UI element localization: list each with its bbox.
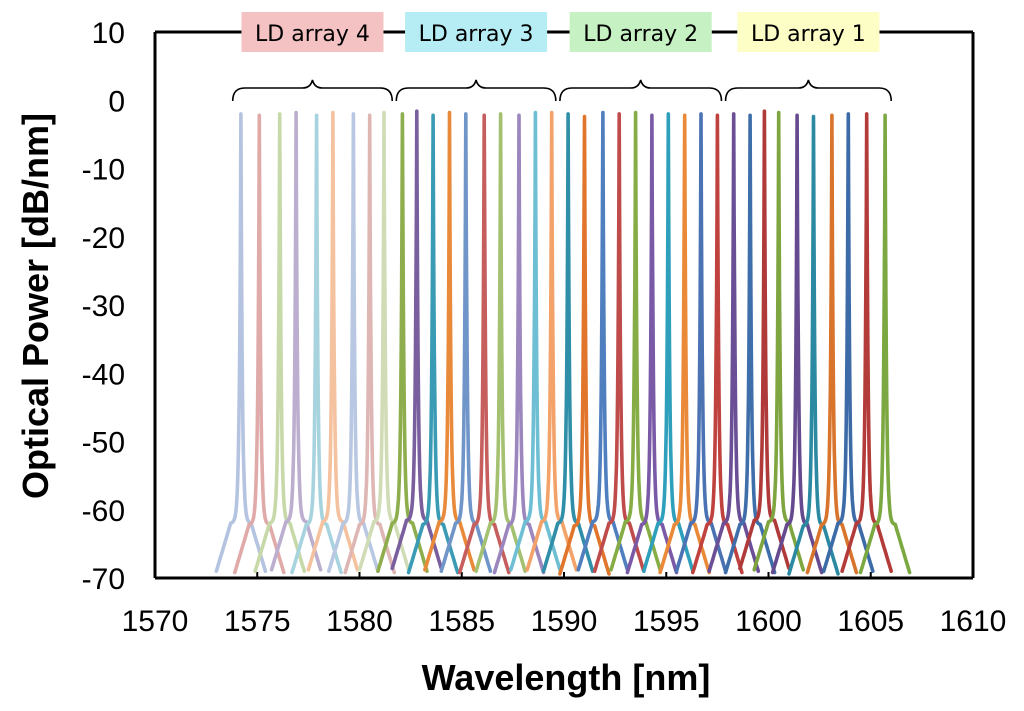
series-line — [423, 110, 476, 572]
series-line — [770, 113, 824, 575]
series-line — [439, 112, 493, 574]
x-tick-label: 1600 — [735, 605, 802, 638]
series-line — [752, 110, 806, 572]
y-tick-label: -50 — [82, 427, 125, 460]
x-axis-ticks: 1570 1575 1580 1585 1590 1595 1600 1605 1610 — [122, 572, 1007, 638]
series-line — [840, 112, 894, 574]
series-line — [858, 113, 912, 575]
group-brace — [231, 79, 394, 102]
series-line — [233, 113, 286, 575]
series-line — [290, 113, 343, 575]
y-tick-label: -10 — [82, 154, 125, 187]
x-tick-label: 1575 — [224, 605, 291, 638]
group-label: LD array 4 — [255, 22, 370, 47]
series-line — [723, 113, 777, 575]
series-line — [821, 112, 875, 574]
x-tick-label: 1605 — [837, 605, 904, 638]
series-line — [306, 110, 360, 572]
series-line — [214, 112, 268, 574]
y-tick-label: -60 — [82, 495, 125, 528]
x-tick-label: 1595 — [633, 605, 700, 638]
series-line — [269, 110, 323, 572]
series-line — [326, 112, 380, 574]
group-label-box — [241, 12, 384, 52]
group-brace — [724, 79, 892, 102]
series-line — [707, 112, 761, 574]
group-label: LD array 2 — [583, 22, 698, 47]
group-label-box — [569, 12, 712, 52]
laser-spectra — [214, 109, 912, 576]
group-brace — [395, 79, 557, 102]
y-tick-label: -40 — [82, 358, 125, 391]
group-label: LD array 1 — [751, 22, 866, 47]
series-line — [457, 113, 511, 575]
x-tick-label: 1580 — [326, 605, 393, 638]
group-brace — [559, 79, 723, 102]
ld-array-groups: LD array 4 LD array 3 LD array 2 LD array 1 — [231, 12, 892, 102]
y-tick-label: -20 — [82, 222, 125, 255]
x-tick-label: 1590 — [531, 605, 598, 638]
y-axis-ticks: 10 0 -10 -20 -30 -40 -50 -60 -70 — [82, 17, 125, 596]
x-axis-title: Wavelength [nm] — [422, 657, 711, 698]
x-tick-label: 1610 — [940, 605, 1007, 638]
group-label-box — [405, 12, 548, 52]
y-tick-label: 0 — [108, 85, 125, 118]
plot-frame-group — [153, 30, 975, 580]
y-axis-title: Optical Power [dB/nm] — [15, 113, 56, 499]
x-tick-label: 1570 — [122, 605, 189, 638]
group-label-box — [737, 12, 880, 52]
y-tick-label: -70 — [82, 563, 125, 596]
y-tick-label: 10 — [92, 17, 125, 50]
x-tick-label: 1585 — [428, 605, 495, 638]
series-line — [253, 112, 307, 574]
group-label: LD array 3 — [419, 22, 534, 47]
y-tick-label: -30 — [82, 290, 125, 323]
